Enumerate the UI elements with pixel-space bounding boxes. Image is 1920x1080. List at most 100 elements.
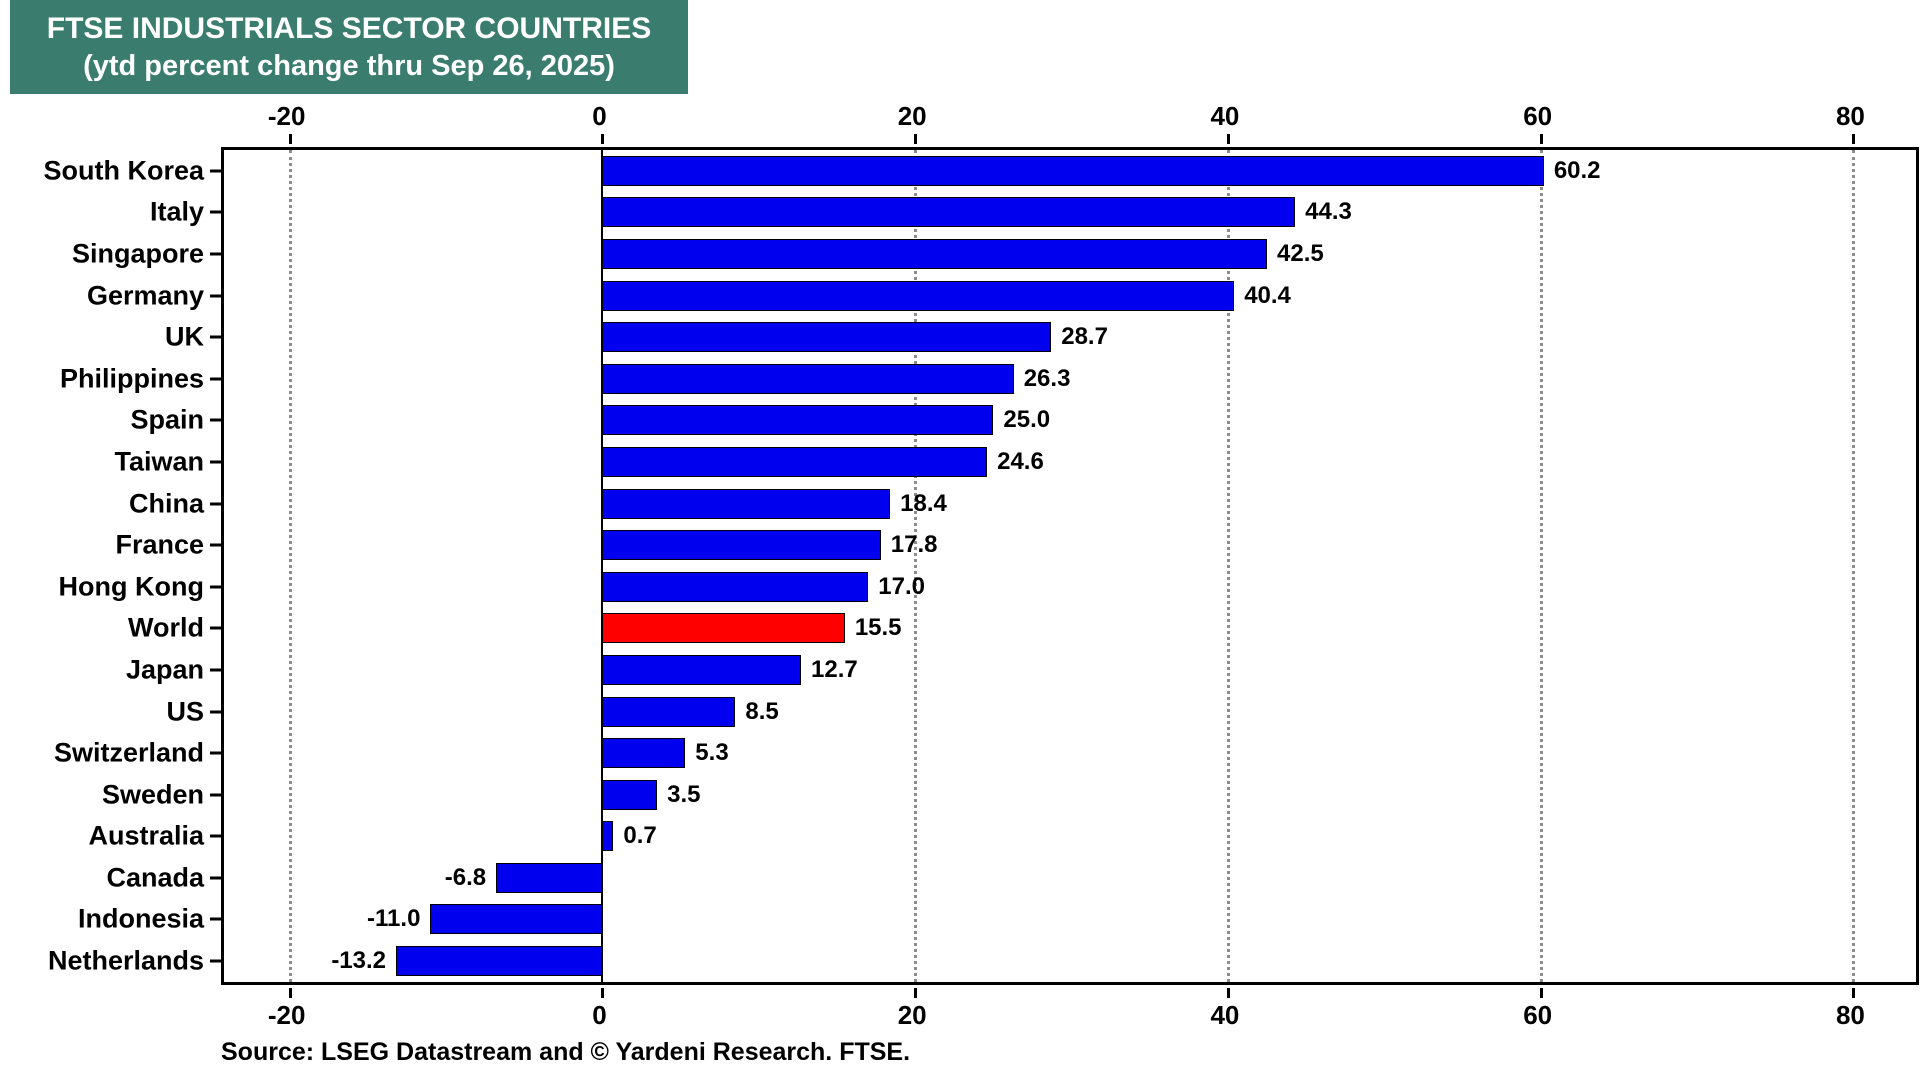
axis-tick [1852, 134, 1856, 144]
bar-row-china: China 18.4 [129, 483, 1916, 525]
category-label: Philippines [59, 363, 204, 394]
value-label: 42.5 [1277, 239, 1324, 267]
axis-tick [601, 134, 605, 144]
bar-indonesia [430, 904, 603, 935]
value-label: 17.8 [890, 531, 938, 559]
value-label: 25.0 [1003, 406, 1051, 434]
value-label: 15.5 [854, 614, 902, 642]
row-tick [210, 626, 221, 630]
axis-tick-label: 60 [1523, 101, 1553, 131]
axis-tick-label: 20 [897, 1000, 927, 1030]
row-tick [210, 834, 221, 838]
axis-tick-label: 40 [1210, 1000, 1240, 1030]
zero-line [601, 150, 604, 982]
axis-tick-label: 20 [897, 101, 927, 131]
bar-uk [602, 322, 1052, 353]
bar-germany [602, 280, 1235, 311]
bar-row-netherlands: Netherlands -13.2 [48, 940, 1916, 982]
axis-tick [1226, 988, 1230, 998]
gridline [288, 150, 292, 982]
bar-row-france: France 17.8 [115, 524, 1916, 566]
row-tick [210, 377, 221, 381]
category-label: Hong Kong [58, 571, 204, 602]
axis-tick-label: -20 [267, 101, 306, 131]
category-label: France [115, 529, 204, 560]
bar-row-spain: Spain 25.0 [130, 400, 1916, 442]
gridline [1852, 150, 1856, 982]
category-label: Italy [149, 196, 204, 227]
category-label: Canada [106, 862, 204, 893]
value-label: 3.5 [667, 780, 701, 808]
category-label: Singapore [71, 238, 204, 269]
row-tick [210, 585, 221, 589]
category-label: Switzerland [53, 737, 204, 768]
bar-row-switzerland: Switzerland 5.3 [54, 732, 1916, 774]
axis-tick [914, 988, 918, 998]
gridline [914, 150, 918, 982]
axis-tick-label: 80 [1835, 1000, 1865, 1030]
row-tick [210, 418, 221, 422]
row-tick [210, 751, 221, 755]
category-label: Sweden [101, 779, 204, 810]
row-tick [210, 252, 221, 256]
value-label: 26.3 [1023, 364, 1071, 392]
bar-row-hong-kong: Hong Kong 17.0 [59, 566, 1916, 608]
value-label: 60.2 [1553, 156, 1601, 184]
row-tick [210, 876, 221, 880]
row-tick [210, 335, 221, 339]
bar-italy [602, 197, 1296, 228]
bar-australia [602, 821, 614, 852]
category-label: China [128, 488, 204, 519]
bar-philippines [602, 363, 1014, 394]
bar-rows: South Korea 60.2 Italy 44.3 Singapore 42.5 Ger… [43, 150, 1916, 982]
axis-tick-label: 0 [592, 101, 607, 131]
category-label: US [166, 696, 204, 727]
value-label: 40.4 [1244, 281, 1291, 309]
bar-hong-kong [602, 571, 869, 602]
axis-tick [1539, 134, 1543, 144]
gridline [1226, 150, 1230, 982]
axis-tick-label: 40 [1210, 101, 1240, 131]
source-note: Source: LSEG Datastream and © Yardeni Re… [221, 1038, 911, 1066]
value-label: 17.0 [878, 572, 925, 600]
bar-row-world: World 15.5 [128, 608, 1916, 650]
category-label: South Korea [43, 155, 204, 186]
bar-france [602, 530, 881, 561]
bar-switzerland [602, 738, 686, 769]
bar-row-indonesia: Indonesia -11.0 [78, 899, 1916, 941]
bar-row-canada: Canada -6.8 [106, 857, 1916, 899]
bar-row-sweden: Sweden 3.5 [102, 774, 1916, 816]
bar-row-taiwan: Taiwan 24.6 [114, 441, 1916, 483]
category-label: Netherlands [47, 945, 204, 976]
bar-singapore [602, 238, 1268, 269]
bar-china [602, 488, 891, 519]
bar-row-uk: UK 28.7 [165, 316, 1916, 358]
row-tick [210, 710, 221, 714]
value-label: 5.3 [695, 739, 729, 767]
value-label: 8.5 [745, 697, 779, 725]
bar-row-south-korea: South Korea 60.2 [43, 150, 1916, 192]
category-label: Indonesia [77, 903, 204, 934]
axis-tick-label: -20 [267, 1000, 306, 1030]
axis-tick-label: 80 [1835, 101, 1865, 131]
value-label: 0.7 [623, 822, 657, 850]
value-label: -6.8 [444, 863, 487, 891]
bar-taiwan [602, 446, 988, 477]
row-tick [210, 210, 221, 214]
value-label: 18.4 [900, 489, 947, 517]
row-tick [210, 460, 221, 464]
chart-title-line2: (ytd percent change thru Sep 26, 2025) [83, 49, 615, 82]
gridline [1539, 150, 1543, 982]
bar-row-germany: Germany 40.4 [87, 275, 1916, 317]
category-label: Japan [125, 654, 204, 685]
axis-tick [914, 134, 918, 144]
bar-row-japan: Japan 12.7 [126, 649, 1916, 691]
bottom-axis: -20 0 20 40 60 80 [221, 992, 1913, 1034]
value-label: 12.7 [811, 655, 858, 683]
value-label: 24.6 [997, 447, 1044, 475]
axis-tick [601, 988, 605, 998]
value-label: -13.2 [331, 947, 387, 975]
axis-tick [1226, 134, 1230, 144]
bar-row-singapore: Singapore 42.5 [72, 233, 1916, 275]
